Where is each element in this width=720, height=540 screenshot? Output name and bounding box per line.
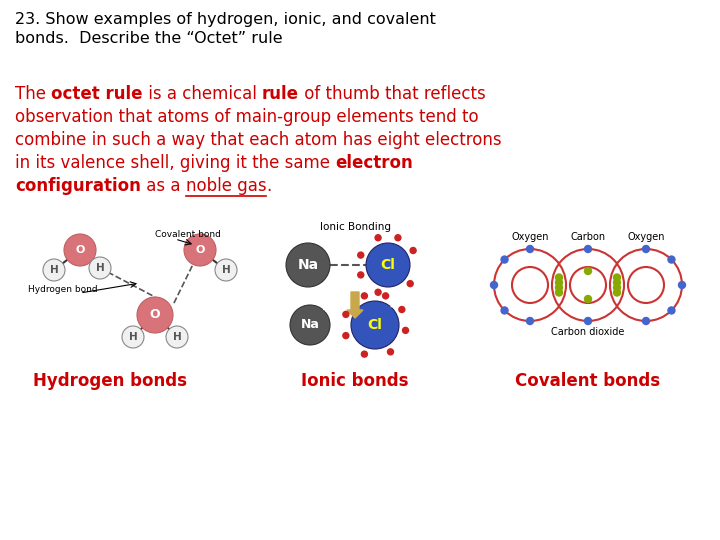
Circle shape xyxy=(375,289,381,295)
Text: configuration: configuration xyxy=(15,177,141,195)
Text: Cl: Cl xyxy=(381,258,395,272)
Text: Na: Na xyxy=(300,319,320,332)
Circle shape xyxy=(358,252,364,258)
Text: Covalent bond: Covalent bond xyxy=(155,230,221,239)
Text: Oxygen: Oxygen xyxy=(511,232,549,242)
Circle shape xyxy=(351,301,399,349)
Circle shape xyxy=(613,284,621,291)
Text: octet rule: octet rule xyxy=(51,85,143,103)
Circle shape xyxy=(375,235,381,241)
Circle shape xyxy=(184,234,216,266)
Text: Cl: Cl xyxy=(368,318,382,332)
Text: observation that atoms of main-group elements tend to: observation that atoms of main-group ele… xyxy=(15,108,479,126)
Text: O: O xyxy=(150,308,161,321)
Circle shape xyxy=(402,327,408,333)
Text: .: . xyxy=(266,177,271,195)
Text: in its valence shell, giving it the same: in its valence shell, giving it the same xyxy=(15,154,336,172)
Text: H: H xyxy=(129,332,138,342)
Circle shape xyxy=(556,274,562,281)
Circle shape xyxy=(343,312,349,318)
Circle shape xyxy=(556,289,562,296)
Text: Na: Na xyxy=(297,258,318,272)
Text: H: H xyxy=(173,332,181,342)
Circle shape xyxy=(382,293,389,299)
Circle shape xyxy=(556,279,562,286)
Text: H: H xyxy=(96,263,104,273)
Circle shape xyxy=(358,272,364,278)
Text: Carbon dioxide: Carbon dioxide xyxy=(552,327,625,337)
Circle shape xyxy=(290,305,330,345)
Text: Ionic bonds: Ionic bonds xyxy=(301,372,409,390)
Circle shape xyxy=(668,256,675,263)
Text: is a chemical: is a chemical xyxy=(143,85,262,103)
Text: Hydrogen bonds: Hydrogen bonds xyxy=(33,372,187,390)
Circle shape xyxy=(64,234,96,266)
Circle shape xyxy=(410,247,416,253)
Circle shape xyxy=(501,256,508,263)
Circle shape xyxy=(585,246,592,253)
Circle shape xyxy=(215,259,237,281)
Text: as a: as a xyxy=(141,177,186,195)
Text: of thumb that reflects: of thumb that reflects xyxy=(299,85,485,103)
Text: noble gas: noble gas xyxy=(186,177,266,195)
Text: O: O xyxy=(76,245,85,255)
Circle shape xyxy=(387,349,394,355)
Circle shape xyxy=(613,274,621,281)
Circle shape xyxy=(343,333,349,339)
Text: Oxygen: Oxygen xyxy=(627,232,665,242)
Circle shape xyxy=(399,307,405,313)
Circle shape xyxy=(366,243,410,287)
Circle shape xyxy=(585,267,592,274)
Circle shape xyxy=(361,293,367,299)
Circle shape xyxy=(137,297,173,333)
Circle shape xyxy=(286,243,330,287)
Circle shape xyxy=(166,326,188,348)
Circle shape xyxy=(678,281,685,288)
Circle shape xyxy=(490,281,498,288)
Text: +: + xyxy=(322,305,330,314)
FancyArrow shape xyxy=(347,292,363,318)
Text: electron: electron xyxy=(336,154,413,172)
Text: Ionic Bonding: Ionic Bonding xyxy=(320,222,390,232)
Circle shape xyxy=(361,351,367,357)
Text: -: - xyxy=(389,302,393,312)
Text: rule: rule xyxy=(262,85,299,103)
Circle shape xyxy=(613,289,621,296)
Text: Covalent bonds: Covalent bonds xyxy=(516,372,660,390)
Text: 23. Show examples of hydrogen, ionic, and covalent
bonds.  Describe the “Octet” : 23. Show examples of hydrogen, ionic, an… xyxy=(15,12,436,46)
Circle shape xyxy=(668,307,675,314)
Circle shape xyxy=(585,295,592,302)
Circle shape xyxy=(122,326,144,348)
Text: H: H xyxy=(222,265,230,275)
Text: The: The xyxy=(15,85,51,103)
Circle shape xyxy=(526,246,534,253)
Text: Hydrogen bond: Hydrogen bond xyxy=(28,285,98,294)
Circle shape xyxy=(642,318,649,325)
Circle shape xyxy=(642,246,649,253)
Circle shape xyxy=(501,307,508,314)
Text: combine in such a way that each atom has eight electrons: combine in such a way that each atom has… xyxy=(15,131,502,149)
Circle shape xyxy=(613,279,621,286)
Circle shape xyxy=(43,259,65,281)
Circle shape xyxy=(585,318,592,325)
Circle shape xyxy=(408,281,413,287)
Circle shape xyxy=(556,284,562,291)
Circle shape xyxy=(526,318,534,325)
Circle shape xyxy=(395,235,401,241)
Circle shape xyxy=(89,257,111,279)
Text: Carbon: Carbon xyxy=(570,232,606,242)
Text: H: H xyxy=(50,265,58,275)
Text: O: O xyxy=(195,245,204,255)
